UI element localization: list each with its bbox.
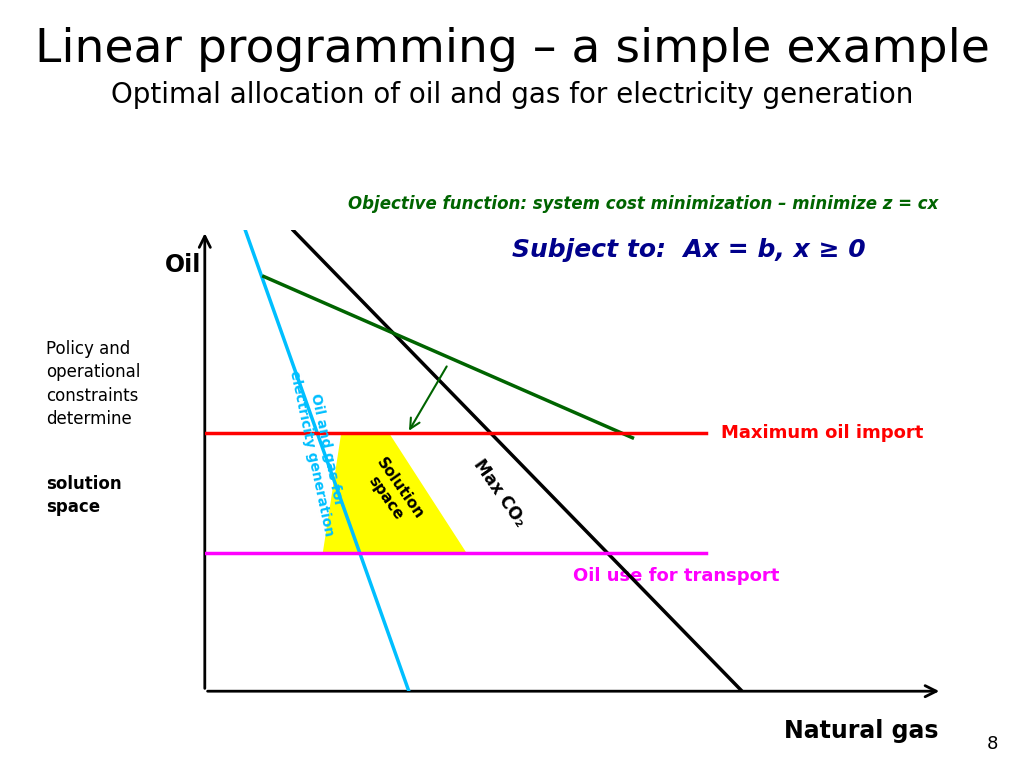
- Text: 8: 8: [987, 735, 998, 753]
- Text: Policy and
operational
constraints
determine: Policy and operational constraints deter…: [46, 339, 140, 429]
- Text: Solution
space: Solution space: [359, 455, 426, 531]
- Text: Optimal allocation of oil and gas for electricity generation: Optimal allocation of oil and gas for el…: [111, 81, 913, 108]
- Text: solution
space: solution space: [46, 475, 122, 516]
- Text: Subject to:  Ax = b, x ≥ 0: Subject to: Ax = b, x ≥ 0: [512, 237, 865, 262]
- Text: Maximum oil import: Maximum oil import: [721, 424, 924, 442]
- Text: Oil: Oil: [165, 253, 201, 277]
- Text: Objective function: system cost minimization – minimize z = cx: Objective function: system cost minimiza…: [348, 194, 939, 213]
- Text: Natural gas: Natural gas: [784, 719, 938, 743]
- Text: Oil and gas for
electricity generation: Oil and gas for electricity generation: [287, 366, 351, 538]
- Text: Oil use for transport: Oil use for transport: [573, 567, 780, 584]
- Text: Linear programming – a simple example: Linear programming – a simple example: [35, 27, 989, 72]
- Polygon shape: [323, 433, 467, 553]
- Text: Max CO₂: Max CO₂: [470, 456, 529, 530]
